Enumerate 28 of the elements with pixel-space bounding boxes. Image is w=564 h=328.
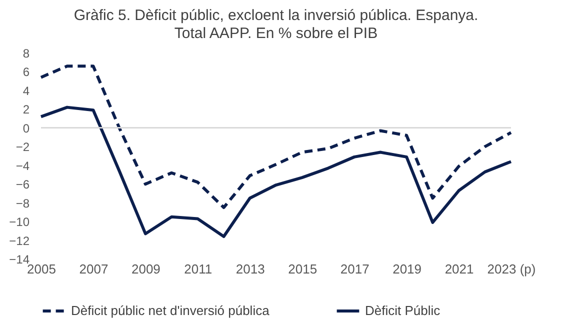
x-tick-label: 2009 <box>131 262 160 276</box>
x-tick-label: 2005 <box>27 262 56 276</box>
chart-title: Gràfic 5. Dèficit públic, excloent la inversió pública. Espanya. <box>74 7 478 24</box>
legend-label: Dèficit Públic <box>365 303 441 318</box>
line-series <box>40 106 512 238</box>
chart-subtitle: Total AAPP. En % sobre el PIB <box>174 25 378 42</box>
line-series <box>40 64 512 209</box>
x-tick-label: 2011 <box>184 262 212 276</box>
y-tick-label: 2 <box>22 102 30 117</box>
y-tick-label: 0 <box>22 121 30 136</box>
y-tick-label: −10 <box>9 215 30 230</box>
y-tick-label: −14 <box>9 252 30 266</box>
y-tick-label: −4 <box>16 158 30 173</box>
x-tick-label: 2017 <box>340 262 370 276</box>
x-tick-label: 2013 <box>236 262 265 276</box>
x-tick-label: 2023 (p) <box>487 262 536 276</box>
y-tick-label: 6 <box>22 65 30 80</box>
x-tick-label: 2015 <box>288 262 318 276</box>
legend-label: Dèficit públic net d'inversió pública <box>71 303 270 318</box>
x-tick-label: 2007 <box>79 262 108 276</box>
x-tick-label: 2019 <box>392 262 422 276</box>
y-tick-label: −6 <box>16 178 30 192</box>
y-tick-label: 4 <box>22 84 30 98</box>
y-tick-label: −8 <box>16 196 30 210</box>
y-tick-label: 8 <box>22 46 30 60</box>
x-tick-label: 2021 <box>444 262 474 276</box>
y-tick-label: −2 <box>16 140 30 154</box>
y-tick-label: −12 <box>9 234 30 248</box>
